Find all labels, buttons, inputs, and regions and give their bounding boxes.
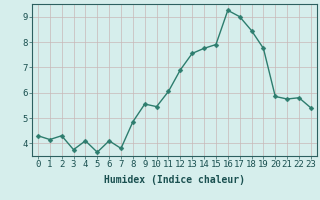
X-axis label: Humidex (Indice chaleur): Humidex (Indice chaleur): [104, 175, 245, 185]
